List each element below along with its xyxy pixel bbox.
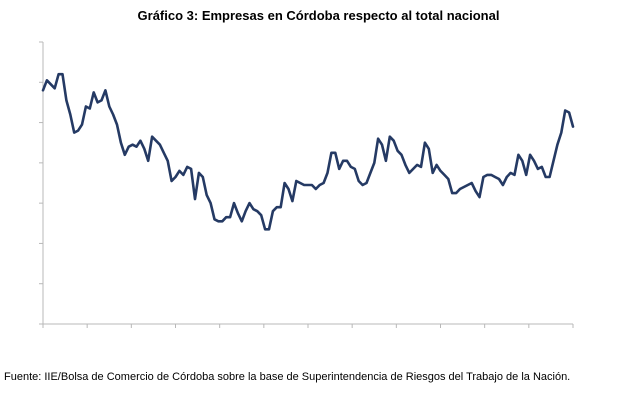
source-note: Fuente: IIE/Bolsa de Comercio de Córdoba… [4,371,571,383]
series-layer [41,72,575,231]
chart-title: Gráfico 3: Empresas en Córdoba respecto … [137,8,500,23]
series-line [41,72,575,231]
